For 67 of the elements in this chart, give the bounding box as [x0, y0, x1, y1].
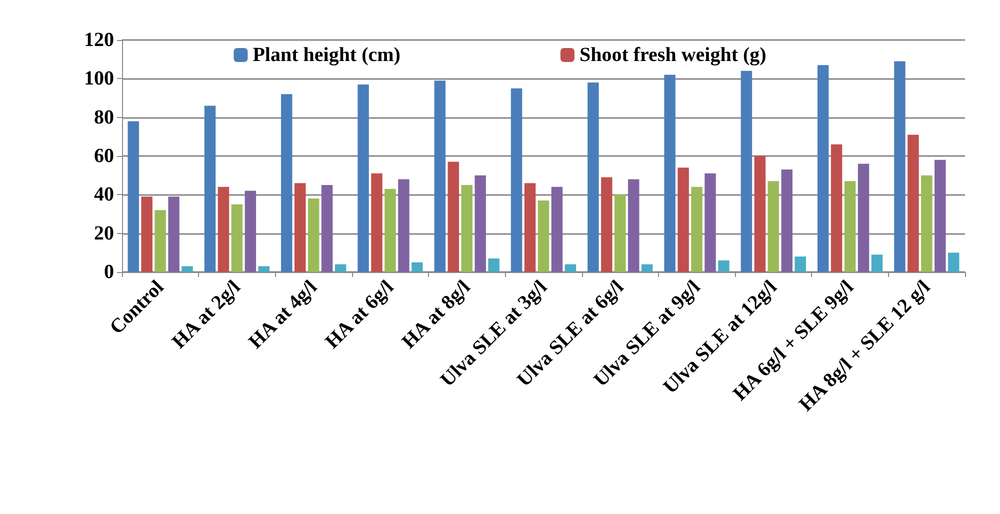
y-tick-label: 80 [94, 106, 114, 128]
y-tick-label: 120 [84, 29, 114, 51]
bar [871, 254, 883, 272]
bar [921, 175, 932, 272]
y-tick-label: 40 [94, 184, 114, 206]
bar [141, 196, 152, 272]
y-tick-label: 0 [104, 261, 114, 283]
bar [641, 264, 653, 272]
bar [564, 264, 576, 272]
bar [894, 61, 906, 272]
bar [488, 258, 500, 272]
y-tick-label: 100 [84, 68, 114, 90]
bar [588, 82, 599, 272]
bar [258, 266, 270, 272]
bar [948, 252, 960, 272]
legend-label: Shoot fresh weight (g) [579, 44, 766, 66]
bar [538, 200, 550, 272]
bar [934, 160, 946, 272]
x-tick-label: HA at 2g/l [168, 276, 246, 354]
bar [781, 170, 792, 272]
x-tick-label: HA at 4g/l [244, 276, 322, 354]
bar [601, 177, 612, 272]
bar [830, 144, 842, 272]
bar [510, 88, 522, 272]
x-tick-label: HA at 6g/l [321, 276, 398, 354]
bar [524, 183, 536, 272]
bar [740, 70, 752, 272]
bar [321, 185, 333, 272]
bar [384, 188, 396, 272]
bar [244, 190, 256, 272]
bar [398, 179, 410, 272]
bar [281, 94, 292, 272]
bar [231, 204, 243, 272]
bar [908, 134, 919, 272]
bar [182, 266, 193, 272]
bar [358, 84, 369, 272]
bar [334, 264, 346, 272]
bar [794, 256, 806, 272]
bar [628, 179, 640, 272]
legend-label: Plant height (cm) [252, 44, 400, 66]
bar [474, 175, 486, 272]
bar [294, 183, 306, 272]
y-tick-label: 60 [94, 145, 114, 167]
y-tick-label: 20 [94, 222, 114, 244]
bar [412, 262, 423, 272]
bar [614, 194, 626, 272]
bar [218, 186, 230, 272]
bar [128, 121, 139, 272]
bar [858, 164, 870, 272]
bar [664, 74, 676, 272]
bar [844, 181, 856, 272]
bar [691, 186, 702, 272]
bar [448, 162, 459, 272]
bar [718, 260, 730, 272]
bar [308, 198, 320, 272]
bar [371, 173, 382, 272]
bar [704, 173, 716, 272]
bar [754, 156, 766, 272]
bar [817, 65, 829, 272]
bar [168, 196, 180, 272]
bar [461, 185, 472, 272]
bar [204, 106, 216, 272]
bar [154, 210, 166, 272]
bar [768, 181, 780, 272]
bar [678, 168, 689, 272]
bar [551, 186, 563, 272]
bar [434, 80, 446, 272]
